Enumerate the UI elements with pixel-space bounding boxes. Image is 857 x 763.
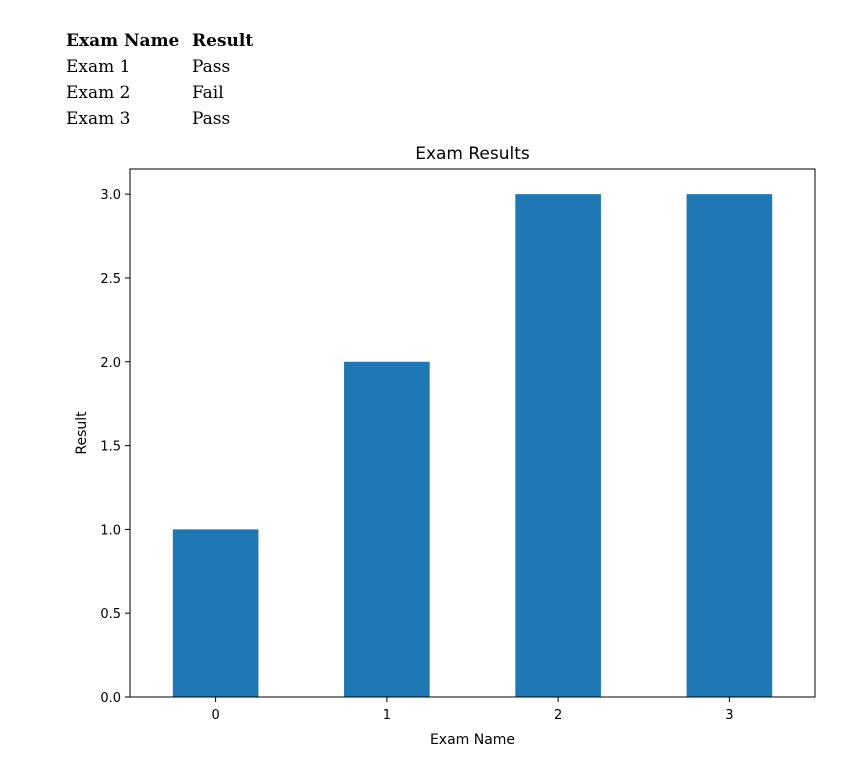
cell-result: Pass [192, 109, 231, 129]
x-tick-label: 1 [383, 708, 391, 723]
results-table: Exam Name Result Exam 1 Pass Exam 2 Fail… [66, 28, 253, 132]
bar-1 [344, 361, 430, 697]
bar-3 [686, 194, 773, 697]
cell-exam-name: Exam 1 [66, 57, 131, 77]
y-axis-label: Result [74, 411, 90, 455]
table-row: Exam 2 Fail [66, 80, 253, 106]
header-exam-name: Exam Name [66, 31, 180, 51]
x-axis-ticks: 0 1 2 3 [211, 697, 734, 723]
header-result: Result [192, 31, 254, 51]
table-row: Exam 3 Pass [66, 106, 253, 132]
y-tick-label: 0.5 [100, 607, 121, 622]
table-row: Exam 1 Pass [66, 54, 253, 80]
y-tick-label: 1.0 [100, 523, 121, 538]
y-tick-label: 2.0 [100, 356, 121, 371]
bar-2 [515, 194, 601, 697]
y-tick-label: 3.0 [100, 188, 121, 203]
plot-frame [129, 168, 816, 698]
x-axis-label: Exam Name [430, 732, 515, 748]
y-tick-label: 0.0 [100, 691, 121, 706]
cell-exam-name: Exam 2 [66, 83, 131, 103]
bars-layer [172, 194, 773, 697]
x-tick-label: 3 [725, 708, 733, 723]
y-axis-ticks: 0.0 0.5 1.0 1.5 2.0 2.5 3.0 [100, 188, 130, 706]
y-tick-label: 2.5 [100, 272, 121, 287]
bar-0 [172, 529, 259, 697]
cell-result: Pass [192, 57, 231, 77]
table-header-row: Exam Name Result [66, 28, 253, 54]
x-tick-label: 2 [554, 708, 562, 723]
x-tick-label: 0 [211, 708, 219, 723]
chart-title: Exam Results [415, 144, 530, 164]
y-tick-label: 1.5 [100, 440, 121, 455]
cell-exam-name: Exam 3 [66, 109, 131, 129]
cell-result: Fail [192, 83, 224, 103]
